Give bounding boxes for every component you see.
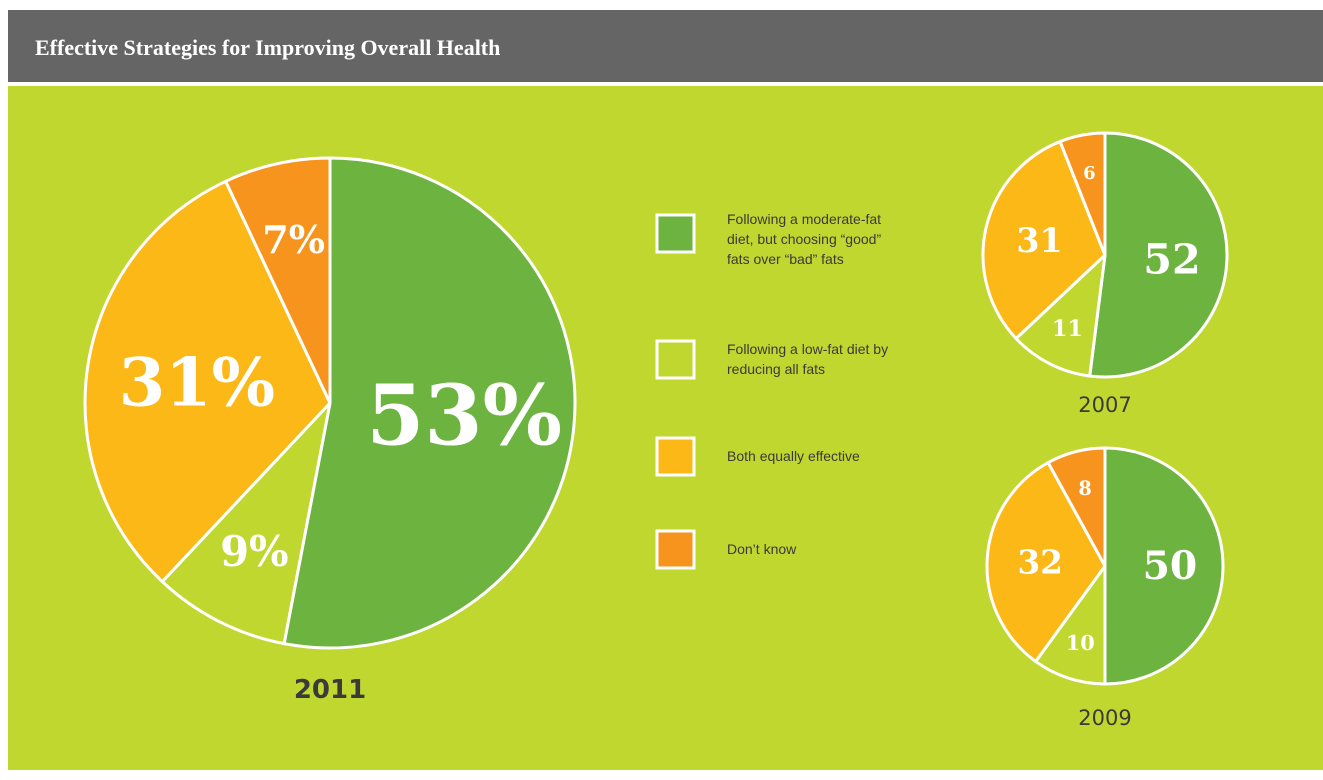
slice-label: 6 bbox=[1083, 163, 1096, 184]
pie-slice bbox=[985, 461, 1107, 663]
pie-slice bbox=[1046, 446, 1107, 568]
pie-slice bbox=[1014, 253, 1107, 378]
pie-title: 2011 bbox=[294, 675, 366, 705]
page-title: Effective Strategies for Improving Overa… bbox=[35, 35, 501, 60]
legend-swatch bbox=[655, 339, 696, 380]
slice-label: 52 bbox=[1143, 235, 1200, 284]
slice-label: 53% bbox=[366, 367, 562, 465]
pie-title: 2007 bbox=[1078, 393, 1131, 417]
pie-slice bbox=[282, 156, 577, 650]
slice-label: 10 bbox=[1066, 630, 1095, 655]
slice-label: 31% bbox=[119, 342, 275, 421]
pie-slice bbox=[83, 179, 332, 584]
legend-swatch bbox=[655, 213, 696, 254]
slice-label: 11 bbox=[1052, 316, 1083, 342]
pie-slice bbox=[1103, 446, 1225, 686]
header: Effective Strategies for Improving Overa… bbox=[8, 10, 1323, 82]
legend-swatch bbox=[655, 436, 696, 477]
legend-swatch bbox=[655, 529, 696, 570]
legend-label: Following a low-fat diet by reducing all… bbox=[727, 341, 889, 377]
pie-slice bbox=[160, 401, 332, 646]
slice-label: 32 bbox=[1018, 542, 1063, 581]
pie-slice bbox=[1088, 131, 1229, 379]
pie-title: 2009 bbox=[1078, 706, 1131, 730]
slice-label: 9% bbox=[220, 527, 289, 576]
slice-label: 8 bbox=[1078, 477, 1091, 500]
slice-label: 31 bbox=[1016, 221, 1062, 260]
slice-label: 7% bbox=[262, 218, 325, 263]
slice-label: 50 bbox=[1143, 543, 1198, 589]
pie-slice bbox=[981, 140, 1107, 341]
pie-slice bbox=[1058, 131, 1107, 257]
legend-label: Following a moderate-fat diet, but choos… bbox=[727, 211, 882, 267]
pie-slice bbox=[224, 156, 332, 405]
legend-label: Both equally effective bbox=[727, 448, 860, 464]
legend-label: Don’t know bbox=[727, 541, 797, 557]
